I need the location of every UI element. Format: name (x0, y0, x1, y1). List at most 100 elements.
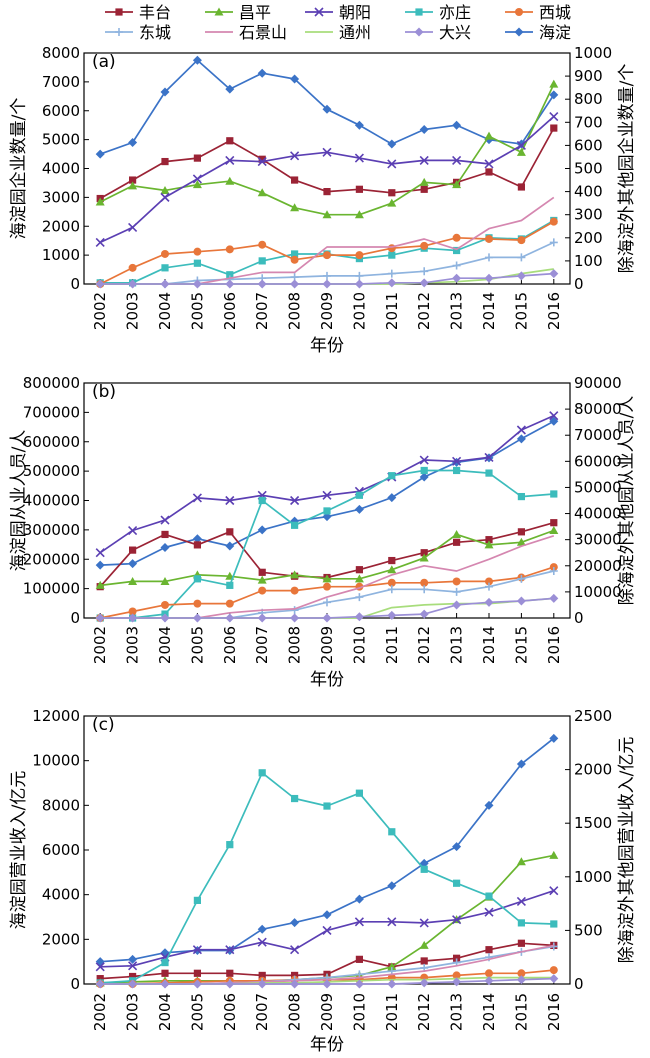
legend-label: 西城 (539, 3, 571, 22)
data-point-chaoyang (257, 937, 267, 947)
y-right-tick-label: 700 (574, 113, 603, 131)
data-point-chaoyang (128, 525, 138, 536)
data-point-yizhuang (258, 769, 266, 777)
x-tick-label: 2011 (383, 292, 401, 330)
data-point-daxing (290, 979, 300, 989)
data-point-changping (354, 210, 364, 219)
data-point-fengtai (485, 946, 493, 954)
data-point-daxing (414, 27, 424, 37)
data-point-xicheng (517, 969, 526, 978)
data-point-xicheng (258, 240, 267, 249)
data-point-daxing (128, 279, 138, 289)
data-point-daxing (225, 279, 235, 289)
y-right-tick-label: 0 (574, 609, 584, 627)
data-point-chaoyang (160, 192, 170, 202)
y-left-tick-label: 0 (70, 609, 80, 627)
x-axis-title: 年份 (310, 1035, 344, 1055)
data-point-daxing (95, 613, 105, 623)
data-point-daxing (128, 613, 138, 623)
data-point-chaoyang (549, 886, 559, 896)
data-point-daxing (354, 279, 364, 289)
x-tick-label: 2008 (286, 626, 304, 664)
x-tick-label: 2007 (253, 292, 271, 330)
x-tick-label: 2013 (448, 626, 466, 664)
data-point-changping (452, 529, 462, 538)
data-point-xicheng (452, 971, 461, 980)
data-point-haidian (192, 534, 202, 544)
data-point-fengtai (226, 969, 234, 977)
data-point-chaoyang (314, 7, 324, 17)
x-tick-label: 2003 (124, 993, 142, 1031)
x-tick-label: 2011 (383, 626, 401, 664)
x-tick-label: 2006 (221, 292, 239, 330)
data-point-xicheng (452, 577, 461, 586)
data-point-haidian (452, 120, 462, 130)
data-point-yizhuang (355, 491, 363, 499)
data-point-haidian (225, 84, 235, 94)
x-tick-label: 2012 (415, 626, 433, 664)
data-point-changping (322, 574, 332, 583)
data-point-fengtai (258, 971, 266, 980)
legend-item-haidian: 海淀 (505, 23, 571, 42)
series-daxing (95, 269, 559, 289)
y-right-tick-label: 500 (574, 921, 603, 939)
data-point-changping (225, 176, 235, 185)
y-right-tick-label: 2000 (574, 761, 612, 779)
data-point-dongcheng (485, 582, 493, 591)
data-point-fengtai (517, 183, 525, 191)
data-point-chaoyang (322, 147, 332, 157)
data-point-changping (549, 526, 559, 535)
x-tick-label: 2007 (253, 626, 271, 664)
data-point-changping (549, 79, 559, 88)
data-point-xicheng (420, 578, 429, 587)
data-point-changping (419, 940, 429, 949)
legend-item-shijingshan: 石景山 (205, 23, 287, 42)
data-point-xicheng (258, 586, 267, 595)
data-point-fengtai (453, 538, 461, 546)
x-tick-label: 2016 (545, 292, 563, 330)
data-point-fengtai (129, 176, 137, 184)
y-left-tick-label: 500000 (23, 462, 80, 480)
x-tick-label: 2012 (415, 292, 433, 330)
x-tick-label: 2015 (512, 993, 530, 1031)
series-daxing (95, 593, 559, 623)
y-left-tick-label: 3000 (42, 188, 80, 206)
data-point-chaoyang (452, 155, 462, 165)
legend-label: 通州 (339, 23, 371, 42)
x-axis-title: 年份 (310, 670, 344, 690)
data-point-chaoyang (95, 237, 105, 247)
data-point-daxing (257, 613, 267, 623)
series-line-chaoyang (99, 115, 555, 244)
y-left-tick-label: 0 (70, 275, 80, 293)
data-point-yizhuang (161, 958, 169, 967)
y-left-tick-label: 8000 (42, 44, 80, 62)
data-point-daxing (419, 278, 429, 288)
data-point-dongcheng (420, 267, 429, 276)
data-point-changping (516, 147, 526, 156)
data-point-haidian (257, 924, 267, 934)
x-tick-label: 2006 (221, 626, 239, 664)
x-tick-label: 2003 (124, 626, 142, 664)
data-point-yizhuang (453, 879, 461, 887)
data-point-chaoyang (516, 896, 526, 907)
data-point-xicheng (517, 236, 526, 245)
y-right-tick-label: 0 (574, 275, 584, 293)
y-right-tick-label: 0 (574, 975, 584, 993)
data-point-daxing (257, 979, 267, 989)
chart-panel-b: (b)0100000200000300000400000500000600000… (9, 374, 637, 690)
data-point-fengtai (517, 528, 525, 536)
data-point-fengtai (193, 154, 201, 162)
series-line-haidian (100, 737, 555, 963)
y-right-tick-label: 100 (574, 252, 603, 270)
legend-item-tongzhou: 通州 (305, 23, 371, 42)
data-point-fengtai (129, 972, 137, 981)
data-point-changping (95, 197, 105, 206)
data-point-chaoyang (387, 917, 397, 927)
data-point-fengtai (226, 528, 234, 536)
data-point-fengtai (485, 168, 493, 176)
data-point-fengtai (226, 137, 234, 145)
data-point-haidian (160, 87, 170, 97)
data-point-dongcheng (549, 238, 558, 247)
data-point-chaoyang (484, 159, 494, 169)
legend-item-chaoyang: 朝阳 (305, 3, 371, 22)
